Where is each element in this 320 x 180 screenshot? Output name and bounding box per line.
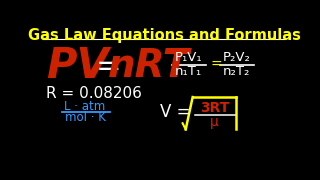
Text: =: = (211, 58, 222, 72)
Text: PV: PV (46, 45, 109, 87)
Text: mol · K: mol · K (65, 111, 105, 124)
Text: n₂T₂: n₂T₂ (223, 65, 251, 78)
Text: nRT: nRT (108, 47, 190, 85)
Text: P₁V₁: P₁V₁ (175, 51, 203, 64)
Text: n₁T₁: n₁T₁ (175, 65, 202, 78)
Text: P₂V₂: P₂V₂ (223, 51, 251, 64)
Text: μ: μ (210, 116, 219, 129)
Text: V =: V = (160, 103, 191, 122)
Text: =: = (96, 52, 121, 81)
Text: Gas Law Equations and Formulas: Gas Law Equations and Formulas (28, 28, 300, 43)
Text: 3RT: 3RT (200, 101, 229, 115)
Text: L · atm: L · atm (64, 100, 106, 113)
Text: R = 0.08206: R = 0.08206 (46, 86, 142, 101)
